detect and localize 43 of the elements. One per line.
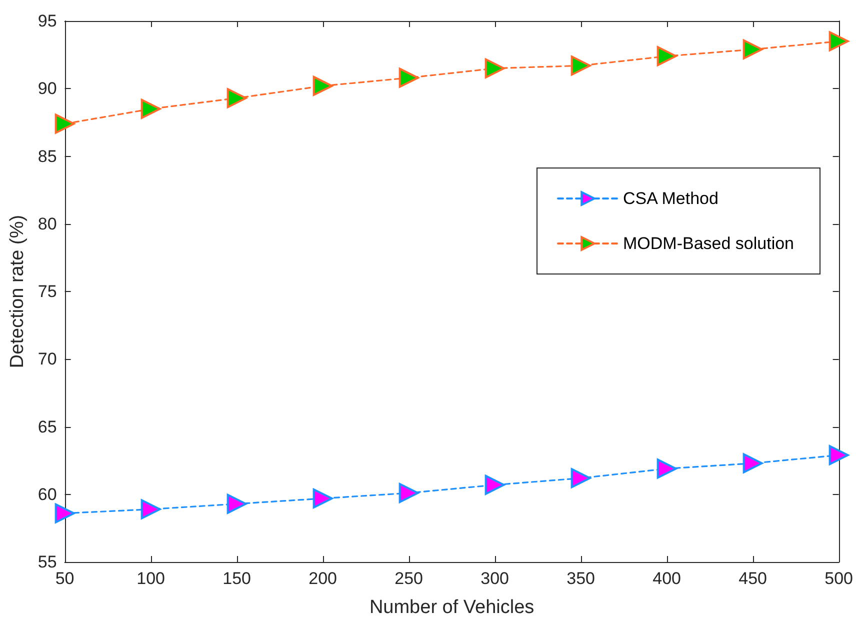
point [54,114,75,134]
x-tick-label: 450 [738,569,768,588]
x-tick-label: 400 [652,569,682,588]
point [398,483,419,504]
x-tick-label: 200 [308,569,337,588]
y-tick-label: 85 [38,146,57,166]
y-tick-label: 95 [38,12,57,30]
x-tick-label: 100 [136,569,165,588]
point [140,499,161,520]
x-tick-label: 300 [480,569,509,588]
point [828,31,849,52]
point [312,488,333,508]
y-tick-label: 80 [38,214,57,234]
point [570,468,591,488]
point [312,76,333,96]
point [226,494,247,514]
point [398,68,419,88]
point [742,39,763,60]
point [656,46,677,66]
point [484,474,505,495]
x-tick-label: 350 [566,569,596,588]
y-tick-label: 75 [38,282,57,301]
y-tick-label: 70 [38,350,57,369]
y-tick-label: 60 [38,484,57,504]
point [484,58,505,78]
point [54,503,75,524]
x-tick-label: 500 [824,569,854,588]
x-tick-label: 50 [55,569,74,588]
point [742,453,763,474]
point [570,56,591,76]
point [656,458,677,479]
y-tick-label: 65 [38,417,57,436]
y-axis-title: Detection rate (%) [7,214,28,368]
point [828,445,849,466]
point [226,88,247,108]
y-tick-label: 55 [38,552,57,572]
y-tick-label: 90 [38,79,57,98]
x-axis-title: Number of Vehicles [369,597,534,618]
legend-label: CSA Method [622,189,718,208]
x-tick-label: 150 [222,569,251,588]
legend-label: MODM-Based solution [622,234,794,253]
x-tick-label: 250 [394,569,423,588]
point [140,98,161,119]
